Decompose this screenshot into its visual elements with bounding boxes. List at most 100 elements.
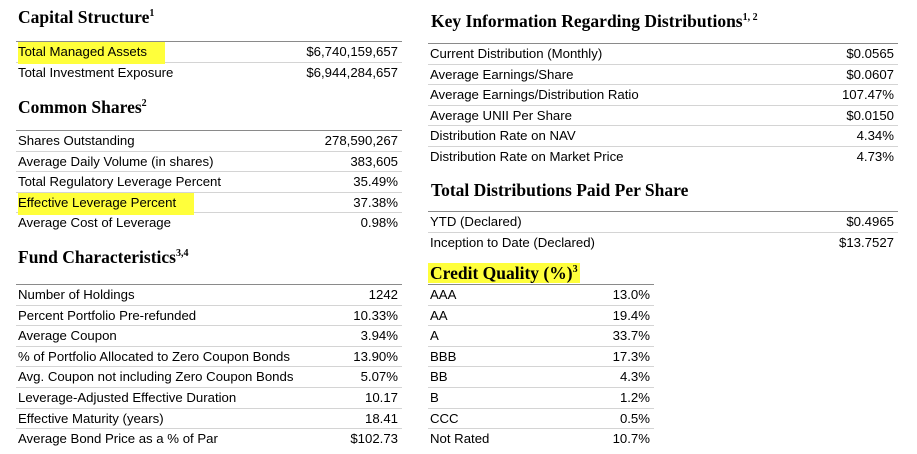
row-value: 10.33%	[353, 307, 398, 323]
row-label: BB	[430, 369, 448, 385]
table-row: Current Distribution (Monthly) $0.0565	[428, 44, 898, 65]
table-row: Leverage-Adjusted Effective Duration 10.…	[16, 388, 402, 409]
row-label: AA	[430, 307, 448, 323]
row-label: Distribution Rate on NAV	[430, 128, 576, 144]
capital-structure-footnote: 1	[149, 8, 155, 19]
row-value: $0.4965	[846, 214, 894, 229]
table-row: Average Daily Volume (in shares) 383,605	[16, 152, 402, 173]
row-label: A	[430, 328, 439, 344]
row-label: Not Rated	[430, 431, 490, 447]
row-label: Average Coupon	[18, 328, 117, 344]
common-shares-heading: Common Shares2	[18, 96, 147, 118]
row-label: Shares Outstanding	[18, 133, 135, 148]
table-row: Avg. Coupon not including Zero Coupon Bo…	[16, 367, 402, 388]
row-label: B	[430, 389, 439, 405]
credit-quality-footnote: 3	[572, 264, 578, 275]
common-shares-title: Common Shares	[18, 97, 142, 117]
row-value: 33.7%	[612, 328, 650, 344]
row-value: 13.0%	[612, 287, 650, 302]
table-row: Not Rated 10.7%	[428, 429, 654, 449]
row-value: 10.17	[364, 389, 398, 405]
common-shares-table: Shares Outstanding 278,590,267 Average D…	[16, 130, 402, 233]
row-label: Average Earnings/Distribution Ratio	[430, 87, 639, 103]
table-row: Total Managed Assets $6,740,159,657	[16, 42, 402, 64]
row-value: 4.73%	[856, 148, 894, 164]
row-value: $0.0565	[846, 46, 894, 61]
row-value: 278,590,267	[324, 133, 398, 148]
table-row: Total Regulatory Leverage Percent 35.49%	[16, 172, 402, 193]
fund-characteristics-table: Number of Holdings 1242 Percent Portfoli…	[16, 284, 402, 449]
row-label: Average Cost of Leverage	[18, 215, 171, 231]
table-row: Average Bond Price as a % of Par $102.73	[16, 429, 402, 449]
row-value: $0.0607	[846, 66, 894, 82]
row-value: 1242	[368, 287, 398, 302]
row-label: Average Earnings/Share	[430, 66, 574, 82]
row-value: 18.41	[364, 410, 398, 426]
row-label: Percent Portfolio Pre-refunded	[18, 307, 197, 323]
total-distributions-table: YTD (Declared) $0.4965 Inception to Date…	[428, 211, 898, 252]
row-label: YTD (Declared)	[430, 214, 522, 229]
table-row: Shares Outstanding 278,590,267	[16, 131, 402, 152]
key-information-title: Key Information Regarding Distributions	[431, 11, 743, 31]
table-row: Total Investment Exposure $6,944,284,657	[16, 63, 402, 83]
table-row: % of Portfolio Allocated to Zero Coupon …	[16, 347, 402, 368]
row-value: 37.38%	[353, 194, 398, 210]
row-value: 10.7%	[612, 431, 650, 447]
table-row: Percent Portfolio Pre-refunded 10.33%	[16, 306, 402, 327]
row-value: 5.07%	[360, 369, 398, 385]
table-row: A 33.7%	[428, 326, 654, 347]
row-label: % of Portfolio Allocated to Zero Coupon …	[18, 348, 290, 364]
row-value: $6,944,284,657	[306, 64, 398, 80]
row-label: Total Investment Exposure	[18, 64, 174, 80]
fund-characteristics-title: Fund Characteristics	[18, 247, 176, 267]
row-value: 0.98%	[360, 215, 398, 231]
row-value: 35.49%	[353, 174, 398, 190]
row-label: Current Distribution (Monthly)	[430, 46, 603, 61]
table-row: Effective Maturity (years) 18.41	[16, 409, 402, 430]
row-label: Total Regulatory Leverage Percent	[18, 174, 222, 190]
row-label: Effective Maturity (years)	[18, 410, 164, 426]
credit-quality-highlight: Credit Quality (%)3	[428, 263, 580, 283]
table-row: Distribution Rate on NAV 4.34%	[428, 126, 898, 147]
row-value: 3.94%	[360, 328, 398, 344]
table-row: Number of Holdings 1242	[16, 285, 402, 306]
row-label: AAA	[430, 287, 457, 302]
key-information-heading: Key Information Regarding Distributions1…	[431, 10, 758, 32]
row-label: Distribution Rate on Market Price	[430, 148, 624, 164]
table-row: Average Earnings/Distribution Ratio 107.…	[428, 85, 898, 106]
table-row: Average Earnings/Share $0.0607	[428, 65, 898, 86]
row-label: BBB	[430, 348, 457, 364]
row-label: Leverage-Adjusted Effective Duration	[18, 389, 237, 405]
row-label-effective-leverage: Effective Leverage Percent	[18, 192, 195, 215]
table-row: B 1.2%	[428, 388, 654, 409]
table-row: AA 19.4%	[428, 306, 654, 327]
table-row: BB 4.3%	[428, 367, 654, 388]
table-row: AAA 13.0%	[428, 285, 654, 306]
total-distributions-heading: Total Distributions Paid Per Share	[431, 179, 688, 201]
row-value: $0.0150	[846, 107, 894, 123]
row-label-total-managed-assets: Total Managed Assets	[18, 42, 166, 64]
table-row: CCC 0.5%	[428, 409, 654, 430]
table-row: Average UNII Per Share $0.0150	[428, 106, 898, 127]
row-label: Avg. Coupon not including Zero Coupon Bo…	[18, 369, 294, 385]
common-shares-footnote: 2	[141, 98, 147, 109]
table-row: Inception to Date (Declared) $13.7527	[428, 233, 898, 253]
key-information-table: Current Distribution (Monthly) $0.0565 A…	[428, 43, 898, 167]
row-value: $102.73	[350, 431, 398, 447]
row-value: 13.90%	[353, 348, 398, 364]
row-value: 0.5%	[619, 410, 650, 426]
credit-quality-heading: Credit Quality (%)3	[428, 262, 580, 284]
table-row: Distribution Rate on Market Price 4.73%	[428, 147, 898, 167]
fund-characteristics-heading: Fund Characteristics3,4	[18, 246, 188, 268]
table-row: Average Coupon 3.94%	[16, 326, 402, 347]
row-label: Average UNII Per Share	[430, 107, 572, 123]
total-distributions-title: Total Distributions Paid Per Share	[431, 180, 689, 200]
row-value: 19.4%	[612, 307, 650, 323]
row-value: 17.3%	[612, 348, 650, 364]
table-row: Effective Leverage Percent 37.38%	[16, 192, 402, 215]
row-label: Average Daily Volume (in shares)	[18, 153, 214, 169]
row-value: 1.2%	[619, 389, 650, 405]
fund-characteristics-footnote: 3,4	[175, 248, 189, 259]
row-value: 383,605	[350, 153, 398, 169]
row-value: $6,740,159,657	[306, 44, 398, 59]
